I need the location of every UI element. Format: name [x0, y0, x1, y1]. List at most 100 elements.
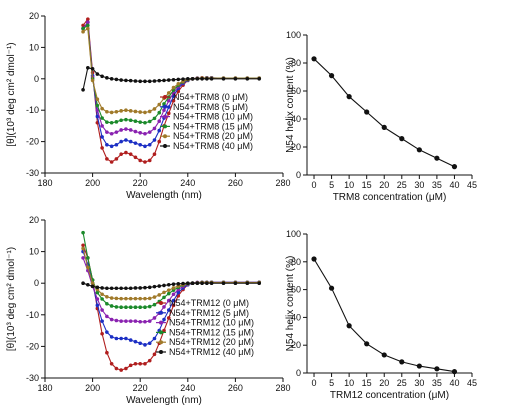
- data-point: [147, 285, 152, 290]
- data-point: [364, 109, 370, 115]
- data-point: [166, 298, 171, 303]
- data-point: [128, 338, 133, 342]
- y-tick-label: 10: [29, 42, 39, 52]
- data-point: [147, 130, 152, 134]
- data-point: [114, 286, 119, 291]
- data-point: [166, 78, 171, 82]
- y-tick-label: -10: [26, 310, 39, 320]
- data-point: [171, 298, 176, 303]
- y-axis-title: [θ](10³ deg cm² dmol⁻¹): [6, 42, 17, 146]
- data-point: [105, 130, 109, 134]
- legend-swatch-marker: [159, 301, 163, 305]
- data-point: [114, 296, 119, 301]
- legend-swatch-marker: [163, 134, 167, 139]
- data-point: [100, 74, 104, 79]
- data-point: [95, 303, 100, 308]
- legend-item: N54+TRM8 (20 μM): [160, 131, 253, 141]
- legend-swatch-marker: [159, 320, 163, 325]
- data-point: [138, 319, 142, 324]
- x-tick-label: 40: [449, 378, 459, 388]
- data-point: [190, 77, 195, 81]
- data-point: [119, 286, 123, 291]
- legend-item: N54+TRM12 (0 μM): [156, 298, 249, 308]
- data-point: [114, 318, 119, 323]
- data-point: [346, 323, 352, 329]
- data-point: [157, 128, 162, 133]
- data-point: [147, 119, 152, 124]
- data-point: [114, 157, 119, 161]
- data-point: [105, 294, 109, 299]
- data-point: [221, 281, 226, 286]
- data-point: [311, 256, 317, 262]
- chart-top-left: 180 200 220 240 260 280 -30 -20 -10 0 10 20 Waveleng…: [6, 11, 291, 201]
- data-point: [95, 103, 100, 108]
- x-tick-label: 200: [85, 383, 100, 393]
- x-tick-label: 15: [362, 378, 372, 388]
- legend-label: N54+TRM12 (10 μM): [169, 318, 254, 328]
- legend-swatch-marker: [163, 104, 167, 109]
- y-axis-title: [θ](10³ deg cm² dmol⁻¹): [6, 247, 17, 351]
- data-point: [124, 286, 128, 291]
- x-tick-label: 240: [180, 383, 195, 393]
- legend-swatch-marker: [163, 144, 167, 148]
- data-point: [100, 116, 104, 120]
- legend-item: N54+TRM12 (15 μM): [156, 327, 254, 337]
- data-point: [399, 359, 405, 365]
- data-point: [114, 142, 119, 147]
- data-point: [124, 138, 128, 142]
- data-point: [143, 79, 147, 84]
- data-point: [100, 319, 104, 323]
- data-point: [128, 286, 133, 291]
- data-point: [171, 303, 176, 308]
- data-point: [90, 78, 95, 83]
- data-point: [114, 77, 119, 82]
- data-point: [166, 111, 171, 116]
- y-tick-label: 80: [291, 257, 301, 267]
- y-tick-label: 40: [291, 312, 301, 322]
- data-point: [128, 296, 133, 301]
- series-5: [81, 66, 262, 92]
- y-tick-label: 60: [291, 285, 301, 295]
- data-point: [86, 282, 90, 287]
- data-point: [143, 296, 147, 301]
- legend-label: N54+TRM8 (10 μM): [173, 112, 253, 122]
- legend-swatch-marker: [159, 330, 163, 335]
- data-point: [133, 129, 138, 134]
- legend-label: N54+TRM12 (15 μM): [169, 327, 254, 337]
- data-point: [100, 297, 104, 301]
- data-point: [133, 119, 138, 123]
- x-tick-label: 0: [312, 180, 317, 190]
- y-tick-label: 80: [291, 58, 301, 68]
- x-tick-label: 260: [228, 178, 243, 188]
- legend-label: N54+TRM8 (0 μM): [173, 92, 248, 102]
- data-point: [162, 295, 166, 300]
- data-point: [109, 144, 114, 149]
- data-point: [152, 284, 157, 289]
- data-point: [109, 304, 114, 308]
- data-point: [434, 366, 440, 372]
- x-tick-label: 180: [37, 178, 52, 188]
- data-point: [133, 141, 138, 145]
- data-point: [157, 284, 162, 288]
- y-tick-label: 20: [29, 11, 39, 21]
- data-point: [109, 120, 114, 125]
- series-5: [81, 281, 262, 291]
- y-tick-label: 40: [291, 114, 301, 124]
- data-point: [100, 124, 104, 128]
- data-point: [399, 136, 405, 142]
- data-point: [124, 296, 128, 301]
- data-point: [124, 150, 128, 155]
- data-point: [162, 283, 166, 288]
- data-point: [205, 281, 209, 286]
- data-point: [133, 319, 138, 323]
- data-point: [105, 109, 109, 114]
- data-point: [434, 155, 440, 161]
- data-point: [143, 110, 147, 115]
- data-point: [105, 314, 109, 319]
- x-tick-label: 10: [344, 180, 354, 190]
- data-point: [86, 20, 90, 25]
- data-point: [114, 336, 119, 341]
- y-tick-label: -30: [26, 168, 39, 178]
- data-point: [81, 281, 85, 286]
- data-point: [162, 328, 166, 333]
